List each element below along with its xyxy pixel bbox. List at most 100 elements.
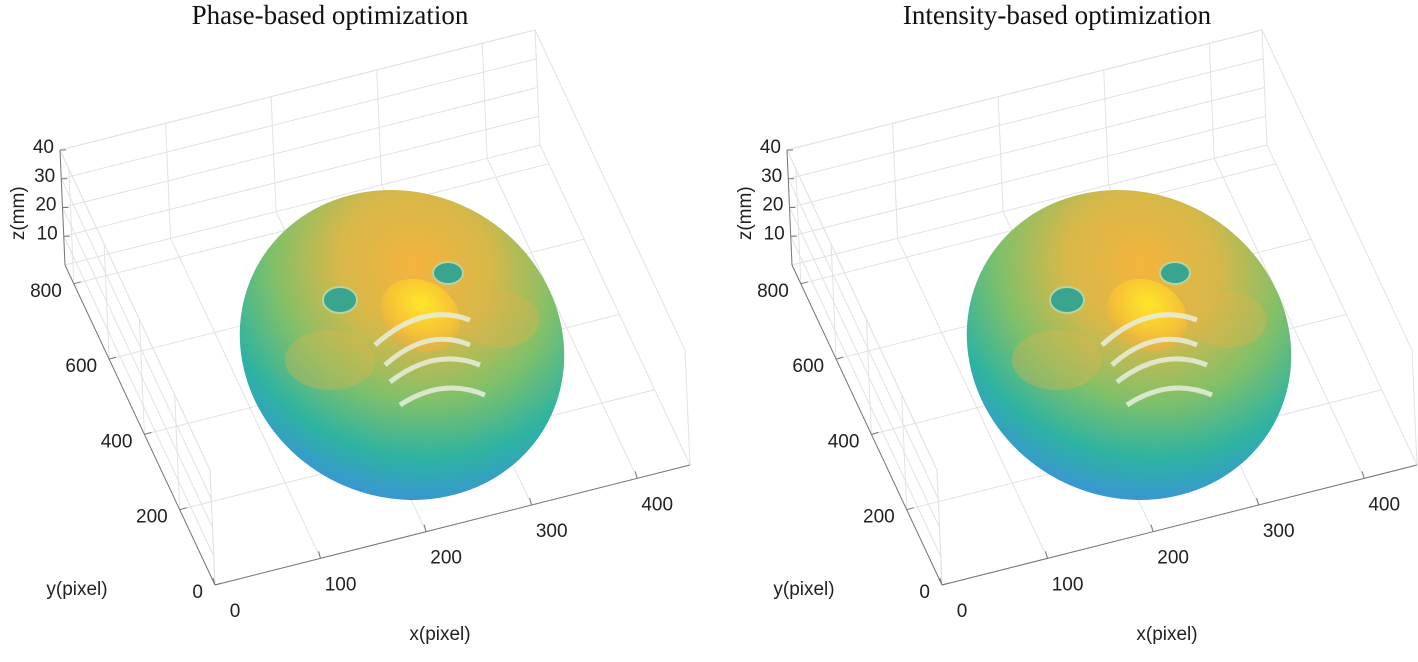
y-axis-label: y(pixel) <box>46 579 107 600</box>
z-tick-label: 20 <box>35 195 56 216</box>
eye <box>322 286 358 314</box>
y-tick-label: 200 <box>136 507 168 528</box>
box-edge <box>1266 144 1418 466</box>
mouth-highlight <box>398 385 486 408</box>
y-tick-label: 800 <box>757 281 789 302</box>
x-tick-label: 400 <box>641 494 673 515</box>
surface <box>239 190 565 500</box>
box-edge <box>534 29 686 351</box>
x-tick <box>1150 524 1154 532</box>
grid-line <box>1213 158 1365 479</box>
y-tick <box>871 431 879 435</box>
z-axis-label: z(mm) <box>8 186 29 240</box>
box-edge <box>539 144 691 466</box>
grid-line <box>789 207 940 528</box>
x-tick <box>939 577 943 586</box>
grid-line <box>59 29 536 151</box>
z-tick-label: 20 <box>762 195 783 216</box>
y-axis <box>64 264 216 586</box>
grid-line <box>62 87 538 208</box>
y-axis <box>791 264 943 586</box>
eye <box>1049 286 1085 314</box>
x-tick-label: 0 <box>957 601 968 622</box>
y-tick-label: 0 <box>919 582 930 603</box>
y-axis-label: y(pixel) <box>773 579 834 600</box>
surface <box>966 190 1292 500</box>
y-tick-label: 400 <box>828 431 860 452</box>
y-tick <box>144 431 152 435</box>
cheek <box>1187 292 1267 348</box>
z-tick-label: 30 <box>761 166 782 187</box>
x-tick <box>529 497 533 506</box>
grid-line <box>61 58 537 180</box>
y-tick <box>73 281 81 285</box>
x-axis <box>941 464 1418 586</box>
panel: 0 100 200 300 400 0 200 400 600 800 10 20 30 40 Phase-… <box>8 0 691 645</box>
grid-line <box>790 236 942 557</box>
y-tick <box>906 507 914 511</box>
x-axis-label: x(pixel) <box>1136 624 1197 645</box>
x-tick <box>1256 497 1260 506</box>
box-edge <box>1261 29 1413 351</box>
eye <box>1159 261 1191 285</box>
z-tick-label: 30 <box>34 166 55 187</box>
cheek <box>460 292 540 348</box>
x-tick <box>1045 551 1049 559</box>
x-tick <box>318 551 322 559</box>
x-tick-label: 200 <box>430 548 462 569</box>
mouth-highlight <box>383 336 471 367</box>
x-axis <box>214 464 691 586</box>
grid-line <box>486 158 638 479</box>
z-tick-label: 10 <box>37 223 58 244</box>
x-tick-label: 100 <box>1052 574 1084 595</box>
grid-line <box>786 149 938 471</box>
grid-line <box>786 29 1263 151</box>
box-edge <box>791 144 1268 266</box>
mouth-highlight <box>1115 356 1208 384</box>
cheek <box>285 330 375 390</box>
grid-line <box>789 87 1265 208</box>
x-tick-label: 300 <box>536 521 568 542</box>
panel: 0 100 200 300 400 0 200 400 600 800 10 20 30 40 Intens… <box>735 0 1418 645</box>
face <box>239 190 565 500</box>
y-tick-label: 0 <box>192 582 203 603</box>
grid-line <box>790 115 1266 237</box>
face <box>966 190 1292 500</box>
x-tick <box>423 524 427 532</box>
grid-line <box>63 115 539 237</box>
x-tick-label: 400 <box>1368 494 1400 515</box>
z-tick-label: 40 <box>33 137 54 158</box>
x-tick-label: 0 <box>230 601 241 622</box>
box-edge <box>1411 349 1418 466</box>
grid-line <box>788 58 1264 180</box>
nose <box>379 278 461 352</box>
y-tick <box>800 281 808 285</box>
box-edge <box>64 144 541 266</box>
z-axis-label: z(mm) <box>735 186 756 240</box>
grid-line <box>59 149 211 471</box>
grid-line <box>787 178 939 499</box>
x-tick <box>634 471 638 479</box>
y-tick-label: 800 <box>30 281 62 302</box>
z-tick-label: 40 <box>760 137 781 158</box>
eye <box>432 261 464 285</box>
x-tick-label: 100 <box>325 574 357 595</box>
grid-line <box>62 207 213 528</box>
grid-line <box>170 238 322 559</box>
chart-title: Phase-based optimization <box>192 0 469 30</box>
mouth-highlight <box>388 356 481 384</box>
y-tick-label: 400 <box>101 431 133 452</box>
y-tick <box>214 582 223 586</box>
grid-line <box>60 178 212 499</box>
x-tick <box>1361 471 1365 479</box>
x-tick-label: 200 <box>1157 548 1189 569</box>
x-tick <box>212 577 216 586</box>
y-tick-label: 600 <box>65 356 97 377</box>
y-tick <box>941 582 950 586</box>
z-tick-label: 10 <box>764 223 785 244</box>
nose <box>1106 278 1188 352</box>
mouth-highlight <box>1100 312 1198 347</box>
y-tick <box>179 507 187 511</box>
x-axis-label: x(pixel) <box>409 624 470 645</box>
